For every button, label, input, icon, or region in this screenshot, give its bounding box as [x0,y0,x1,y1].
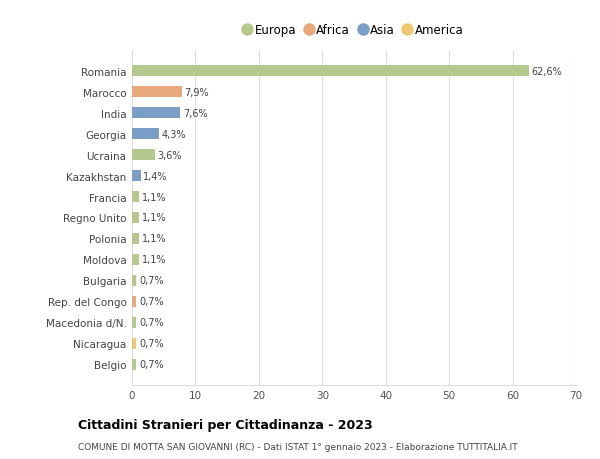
Text: 0,7%: 0,7% [139,276,164,286]
Bar [132,275,136,286]
Bar [132,170,141,182]
Bar [132,129,159,140]
Bar [132,66,529,77]
Bar [132,296,136,308]
Text: 7,9%: 7,9% [185,87,209,97]
Text: 3,6%: 3,6% [157,150,182,160]
Bar [132,359,136,370]
Bar [132,191,139,203]
Text: 0,7%: 0,7% [139,339,164,349]
Bar [132,212,139,224]
Bar [132,338,136,349]
Text: 0,7%: 0,7% [139,297,164,307]
Text: 1,1%: 1,1% [142,192,166,202]
Text: COMUNE DI MOTTA SAN GIOVANNI (RC) - Dati ISTAT 1° gennaio 2023 - Elaborazione TU: COMUNE DI MOTTA SAN GIOVANNI (RC) - Dati… [78,442,518,451]
Legend: Europa, Africa, Asia, America: Europa, Africa, Asia, America [239,20,469,42]
Bar [132,317,136,329]
Text: 62,6%: 62,6% [532,67,562,77]
Text: 1,1%: 1,1% [142,213,166,223]
Bar [132,233,139,245]
Text: 1,4%: 1,4% [143,171,168,181]
Bar [132,254,139,266]
Text: 1,1%: 1,1% [142,255,166,265]
Bar [132,107,180,119]
Bar [132,150,155,161]
Text: 7,6%: 7,6% [183,108,208,118]
Text: 4,3%: 4,3% [162,129,187,139]
Text: 1,1%: 1,1% [142,234,166,244]
Bar [132,87,182,98]
Text: 0,7%: 0,7% [139,318,164,328]
Text: Cittadini Stranieri per Cittadinanza - 2023: Cittadini Stranieri per Cittadinanza - 2… [78,418,373,431]
Text: 0,7%: 0,7% [139,359,164,369]
